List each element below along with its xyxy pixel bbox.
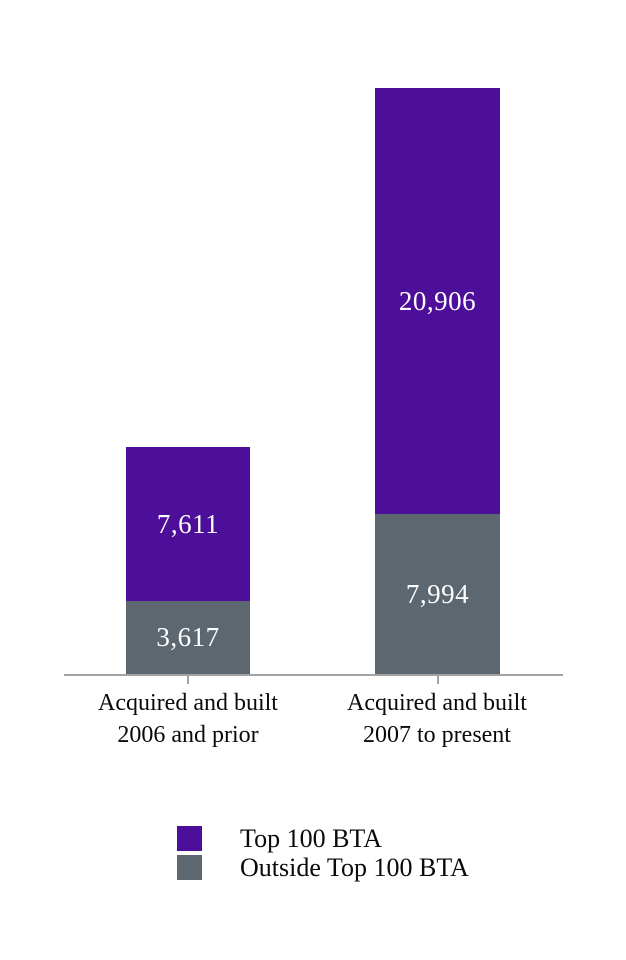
legend: Top 100 BTA Outside Top 100 BTA xyxy=(177,824,469,882)
legend-item-top-100-bta: Top 100 BTA xyxy=(177,824,469,853)
x-axis-line xyxy=(64,674,563,676)
segment-top-100-bta-2007: 20,906 xyxy=(375,88,500,514)
legend-label-top-100-bta: Top 100 BTA xyxy=(240,824,382,853)
x-axis-label-line2: 2006 and prior xyxy=(117,722,259,748)
value-label-top-100-bta-2007: 20,906 xyxy=(398,285,477,316)
segment-top-100-bta-2006: 7,611 xyxy=(126,447,250,601)
bar-2006-and-prior: 7,611 3,617 xyxy=(126,447,250,674)
value-label-outside-top-100-bta-2007: 7,994 xyxy=(405,578,470,609)
legend-swatch-top-100-bta xyxy=(177,826,202,851)
value-label-outside-top-100-bta-2006: 3,617 xyxy=(156,622,220,652)
segment-outside-top-100-bta-2006: 3,617 xyxy=(126,601,250,674)
value-label-top-100-bta-2006: 7,611 xyxy=(156,508,220,539)
segment-outside-top-100-bta-2007: 7,994 xyxy=(375,514,500,674)
legend-item-outside-top-100-bta: Outside Top 100 BTA xyxy=(177,853,469,882)
legend-label-outside-top-100-bta: Outside Top 100 BTA xyxy=(240,853,469,882)
bar-2007-to-present: 20,906 7,994 xyxy=(375,88,500,674)
x-axis-label-line1: Acquired and built xyxy=(347,690,527,716)
x-axis-label-2006-and-prior: Acquired and built 2006 and prior xyxy=(68,687,308,751)
x-axis-tick-2006-prior xyxy=(187,676,189,684)
x-axis-label-2007-to-present: Acquired and built 2007 to present xyxy=(317,687,557,751)
x-axis-label-line1: Acquired and built xyxy=(98,690,278,716)
x-axis-tick-2007-present xyxy=(437,676,439,684)
legend-swatch-outside-top-100-bta xyxy=(177,855,202,880)
x-axis-label-line2: 2007 to present xyxy=(363,722,511,748)
